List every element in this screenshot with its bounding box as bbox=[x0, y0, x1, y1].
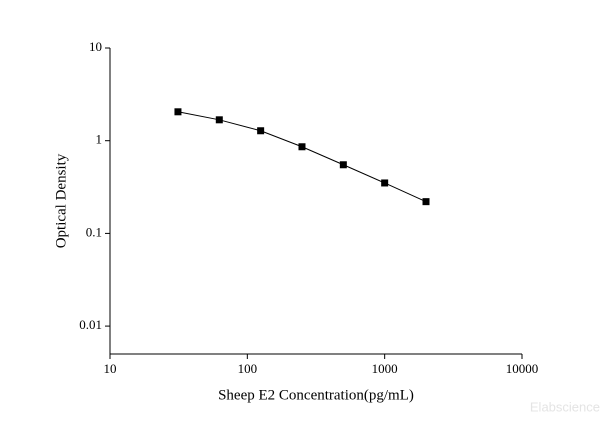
x-tick-label: 10 bbox=[104, 361, 117, 376]
watermark: Elabscience bbox=[530, 399, 600, 414]
point bbox=[339, 161, 347, 169]
point bbox=[257, 127, 265, 135]
point bbox=[215, 116, 223, 124]
x-tick-label: 1000 bbox=[372, 361, 398, 376]
x-tick-label: 10000 bbox=[506, 361, 539, 376]
y-axis-label: Optical Density bbox=[53, 153, 69, 248]
point bbox=[381, 179, 389, 187]
y-tick-label: 10 bbox=[89, 39, 102, 54]
point bbox=[298, 143, 306, 151]
x-axis-label: Sheep E2 Concentration(pg/mL) bbox=[218, 387, 414, 403]
y-tick-label: 1 bbox=[96, 132, 103, 147]
point bbox=[174, 108, 182, 116]
x-tick-label: 100 bbox=[238, 361, 258, 376]
point bbox=[422, 198, 430, 206]
line bbox=[177, 111, 427, 203]
y-tick-label: 0.1 bbox=[86, 224, 102, 239]
y-tick-label: 0.01 bbox=[79, 317, 102, 332]
